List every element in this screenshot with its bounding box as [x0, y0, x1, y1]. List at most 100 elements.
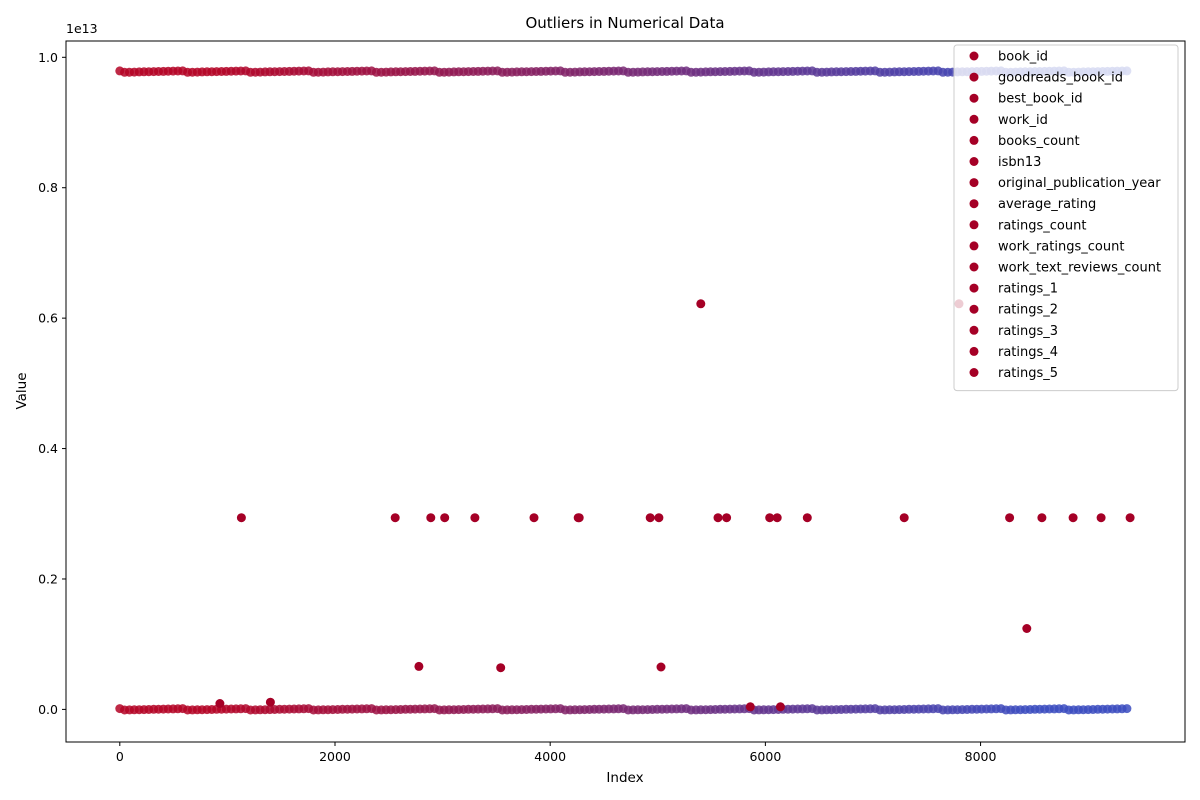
- outlier-point: [775, 702, 785, 712]
- legend-marker: [969, 220, 979, 230]
- plot-frame: [65, 40, 1186, 743]
- y-tick-label: 1.0: [38, 50, 58, 65]
- legend-entry: books_count: [969, 134, 1080, 149]
- legend-label: work_text_reviews_count: [998, 261, 1161, 276]
- legend-marker: [969, 241, 979, 251]
- outlier-point: [765, 513, 775, 523]
- outlier-point: [713, 513, 723, 523]
- legend-entry: work_id: [969, 113, 1048, 128]
- y-tick-label: 0.2: [38, 571, 58, 586]
- legend-label: original_publication_year: [998, 176, 1161, 191]
- legend-entry: work_ratings_count: [969, 239, 1124, 254]
- legend-entry: goodreads_book_id: [969, 71, 1123, 86]
- legend-entry: ratings_3: [969, 324, 1058, 339]
- outlier-point: [1096, 513, 1106, 523]
- legend-entry: ratings_2: [969, 303, 1058, 318]
- outlier-point: [656, 662, 666, 672]
- legend-label: work_ratings_count: [998, 239, 1124, 254]
- outlier-point: [574, 513, 584, 523]
- band-0: [115, 66, 1132, 77]
- outlier-point: [654, 513, 664, 523]
- legend-marker: [969, 325, 979, 335]
- x-tick-label: 2000: [319, 749, 351, 764]
- legend-marker: [969, 199, 979, 209]
- outlier-point: [722, 513, 732, 523]
- y-tick-label: 0.6: [38, 311, 58, 326]
- y-tick-label: 0.4: [38, 441, 58, 456]
- legend-label: best_book_id: [998, 92, 1083, 107]
- legend-entry: best_book_id: [969, 92, 1083, 107]
- outlier-point: [265, 697, 275, 707]
- outlier-points: [215, 299, 1135, 712]
- legend-entry: original_publication_year: [969, 176, 1161, 191]
- y-axis-ticks: 0.0 0.2 0.4 0.6 0.8 1.0: [38, 50, 66, 717]
- legend-entry: average_rating: [969, 197, 1096, 212]
- legend-label: goodreads_book_id: [998, 71, 1123, 86]
- legend-frame: [953, 44, 1179, 392]
- legend-marker: [969, 346, 979, 356]
- y-offset-label: 1e13: [66, 21, 98, 36]
- legend-marker: [969, 114, 979, 124]
- legend-marker: [969, 262, 979, 272]
- outlier-point: [470, 513, 480, 523]
- legend-entry: ratings_4: [969, 345, 1058, 360]
- band-point: [1122, 704, 1132, 714]
- legend-entry: book_id: [969, 50, 1048, 65]
- outlier-point: [215, 699, 225, 708]
- legend-entry: ratings_5: [969, 366, 1058, 381]
- legend-marker: [969, 178, 979, 188]
- y-tick-label: 0.0: [38, 702, 58, 717]
- legend-marker: [969, 93, 979, 103]
- legend-label: ratings_3: [998, 324, 1058, 339]
- y-axis-title: Value: [14, 372, 30, 409]
- x-axis-ticks: 0 2000 4000 6000 8000: [116, 742, 997, 764]
- outlier-point: [529, 513, 539, 523]
- outlier-point: [899, 513, 909, 523]
- outlier-point: [696, 299, 706, 309]
- legend-label: ratings_count: [998, 218, 1086, 233]
- outlier-point: [390, 513, 400, 523]
- legend: book_id goodreads_book_id best_book_idwork…: [953, 44, 1179, 392]
- dense-bands: [115, 66, 1132, 715]
- legend-marker: [969, 283, 979, 293]
- legend-label: isbn13: [998, 155, 1041, 170]
- outlier-point: [1068, 513, 1078, 523]
- legend-label: ratings_1: [998, 282, 1058, 297]
- legend-label: ratings_2: [998, 303, 1058, 318]
- outlier-point: [236, 513, 246, 523]
- legend-entry: ratings_count: [969, 218, 1086, 233]
- legend-marker: [969, 135, 979, 145]
- x-tick-label: 4000: [534, 749, 566, 764]
- legend-marker: [969, 368, 979, 377]
- legend-label: book_id: [998, 50, 1048, 65]
- x-tick-label: 0: [116, 749, 124, 764]
- legend-entry: work_text_reviews_count: [969, 261, 1161, 276]
- legend-marker: [969, 157, 979, 166]
- legend-label: ratings_4: [998, 345, 1058, 360]
- outlier-point: [1022, 624, 1032, 633]
- y-tick-label: 0.8: [38, 180, 58, 195]
- outlier-point: [802, 513, 812, 523]
- outlier-point: [414, 661, 424, 671]
- outlier-point: [772, 513, 782, 523]
- outlier-point: [1125, 513, 1135, 523]
- band-1: [115, 704, 1132, 715]
- outlier-point: [645, 513, 655, 523]
- legend-marker: [969, 304, 979, 314]
- legend-marker: [969, 72, 979, 82]
- legend-label: average_rating: [998, 197, 1096, 212]
- legend-label: work_id: [998, 113, 1048, 128]
- legend-marker: [969, 51, 979, 61]
- legend-label: ratings_5: [998, 366, 1058, 381]
- outlier-point: [745, 702, 755, 712]
- outlier-point: [1005, 513, 1015, 523]
- chart-title: Outliers in Numerical Data: [525, 14, 724, 32]
- x-axis-title: Index: [606, 770, 643, 786]
- outlier-point: [1037, 513, 1047, 523]
- outlier-point: [426, 513, 436, 523]
- outlier-point: [440, 513, 450, 523]
- legend-entry: isbn13: [969, 155, 1041, 170]
- legend-label: books_count: [998, 134, 1080, 149]
